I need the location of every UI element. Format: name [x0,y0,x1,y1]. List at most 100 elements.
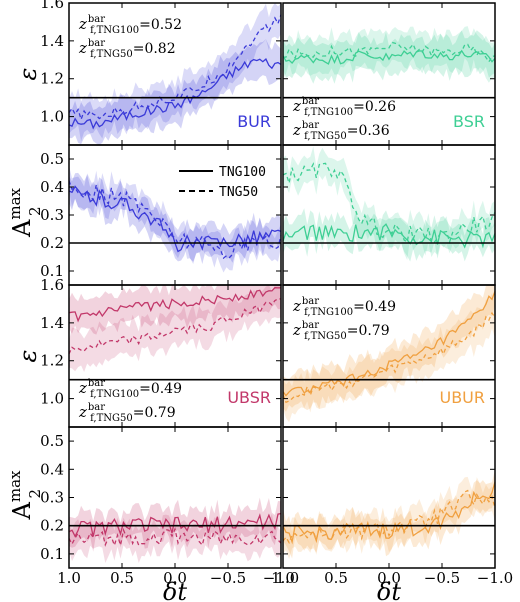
z-symbol: z [78,15,87,33]
redshift-annotation: zbar f,TNG50=0.82 [78,38,176,60]
band-ubur-tng50 [283,293,495,423]
y-tick-label: 0.1 [40,545,64,563]
redshift-annotation: zbar f,TNG100=0.26 [292,96,396,118]
sub-label: f,TNG50 [90,413,133,424]
z-symbol: z [78,379,87,397]
z-symbol: z [78,39,87,57]
x-tick-label: −1.0 [477,569,513,587]
y-tick-label: 0.5 [40,432,64,450]
y-tick-label: 0.3 [40,489,64,507]
value: =0.36 [347,123,390,139]
redshift-annotation: zbar f,TNG50=0.36 [292,120,390,142]
line-panel6-tng50 [68,526,282,548]
y-tick-label: 1.6 [40,0,64,12]
sub-label: f,TNG100 [304,307,353,318]
redshift-annotation: zbar f,TNG50=0.79 [292,320,390,342]
x-tick-label: −1.0 [263,569,299,587]
z-symbol: z [292,121,301,139]
sup-bar: bar [302,296,319,307]
line-ubur-tng100 [282,290,496,397]
sup-bar: bar [88,402,105,413]
band-panel7-tng100 [283,469,495,559]
y-tick-label: 1.4 [40,314,64,332]
y-axis-label: ε [14,350,42,363]
sub-label: f,TNG50 [90,49,133,60]
x-tick-label: 0.5 [110,569,134,587]
sub-label: f,TNG100 [304,107,353,118]
band-panel2-tng100 [69,172,281,265]
band-panel3-tng100 [283,208,495,262]
group-label-ubur: UBUR [439,388,485,407]
y-label-main: A [8,219,36,238]
sub-label: f,TNG50 [304,331,347,342]
group-label-bsr: BSR [453,112,485,131]
band-bsr-tng100 [283,30,495,84]
band-panel7-tng50 [283,476,495,560]
x-tick-label: 0.0 [377,569,401,587]
x-tick-label: 0.5 [324,569,348,587]
shaded-bands [69,3,495,563]
y-axis-label: Amax 2 [6,187,44,238]
x-tick-label: 1.0 [271,569,295,587]
x-tick-label: 1.0 [57,569,81,587]
sub-label: f,TNG100 [90,25,139,36]
series-lines [68,14,496,548]
x-tick-label: 0.0 [163,569,187,587]
y-label-main: A [8,502,36,521]
line-panel7-tng50 [282,489,496,545]
sup-bar: bar [302,96,319,107]
z-symbol: z [292,297,301,315]
y-tick-label: 0.1 [40,262,64,280]
y-tick-label: 0.2 [40,234,64,252]
z-symbol: z [292,321,301,339]
value: =0.82 [133,41,176,57]
x-tick-label: −0.5 [424,569,460,587]
y-label-sub: 2 [26,206,44,216]
value: =0.79 [133,405,176,421]
sub-label: f,TNG50 [304,131,347,142]
value: =0.26 [353,99,396,115]
y-tick-label: 0.5 [40,150,64,168]
line-panel6-tng100 [68,512,282,538]
line-ubsr-tng100 [68,287,282,323]
sup-bar: bar [88,38,105,49]
y-tick-label: 1.0 [40,390,64,408]
line-panel3-tng50 [282,162,496,245]
line-bur-tng50 [68,14,282,122]
band-bur-tng100 [69,39,281,145]
y-axis-label: ε [14,68,42,81]
z-symbol: z [78,403,87,421]
y-tick-label: 0.4 [40,460,64,478]
group-label-bur: BUR [237,112,271,131]
redshift-annotation: zbar f,TNG100=0.49 [292,296,396,318]
y-axis-label: Amax 2 [6,470,44,521]
y-tick-label: 1.2 [40,70,64,88]
value: =0.79 [347,323,390,339]
line-bsr-tng50 [282,41,496,64]
band-bur-tng50 [69,3,281,142]
sup-bar: bar [302,320,319,331]
line-panel3-tng100 [282,223,496,249]
z-symbol: z [292,97,301,115]
x-axis-label: δt [163,578,187,602]
band-bsr-tng50 [283,26,495,83]
value: =0.49 [139,381,182,397]
y-label-sub: 2 [26,489,44,499]
y-tick-label: 0.4 [40,178,64,196]
x-tick-label: −0.5 [210,569,246,587]
line-bsr-tng100 [282,49,496,65]
sub-label: f,TNG100 [90,389,139,400]
x-axis-label: δt [377,578,401,602]
sup-bar: bar [88,14,105,25]
y-tick-label: 1.6 [40,276,64,294]
line-panel2-tng50 [68,180,282,260]
panel-frames [68,2,496,569]
sup-bar: bar [302,120,319,131]
legend-label-tng100: TNG100 [219,165,266,180]
band-ubsr-tng100 [69,285,281,335]
y-tick-label: 1.2 [40,352,64,370]
group-label-ubsr: UBSR [227,388,271,407]
value: =0.52 [139,17,182,33]
